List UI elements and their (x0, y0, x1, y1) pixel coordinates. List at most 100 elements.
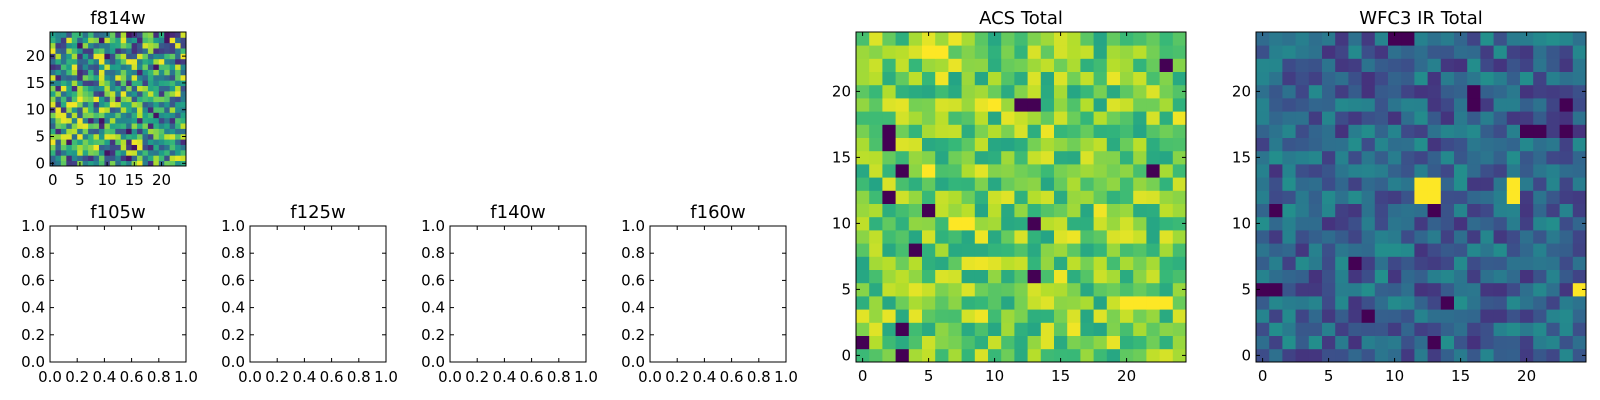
heatmap-cell (88, 101, 94, 108)
heatmap-cell (1520, 98, 1534, 112)
heatmap-cell (1067, 335, 1081, 350)
heatmap-cell (1401, 322, 1415, 336)
heatmap-cell (164, 90, 171, 97)
heatmap-cell (82, 32, 89, 38)
heatmap-cell (180, 64, 187, 70)
heatmap-cell (1520, 137, 1534, 152)
heatmap-cell (908, 322, 923, 336)
heatmap-cell (1480, 348, 1494, 363)
heatmap-cell (974, 296, 989, 310)
heatmap-cell (104, 123, 111, 129)
heatmap-cell (55, 90, 62, 97)
heatmap-cell (120, 32, 127, 38)
heatmap-cell (71, 128, 78, 135)
heatmap-cell (1322, 243, 1336, 257)
heatmap-cell (1093, 111, 1108, 125)
heatmap-cell (77, 69, 84, 76)
heatmap-cell (1133, 137, 1147, 152)
heatmap-cell (1146, 243, 1160, 257)
heatmap-cell (1120, 322, 1134, 336)
heatmap-cell (93, 42, 100, 49)
heatmap-cell (1106, 322, 1121, 336)
heatmap-cell (1256, 150, 1270, 165)
heatmap-cell (1067, 124, 1081, 138)
heatmap-cell (104, 48, 111, 54)
heatmap-cell (1414, 98, 1428, 112)
heatmap-cell (1001, 177, 1015, 191)
heatmap-cell (180, 139, 187, 145)
heatmap-cell (1282, 111, 1296, 125)
heatmap-cell (1388, 309, 1402, 323)
heatmap-cell (1414, 296, 1428, 310)
heatmap-cell (948, 84, 962, 99)
heatmap-cell (1172, 203, 1187, 218)
heatmap-cell (1054, 32, 1068, 46)
heatmap-cell (1335, 98, 1349, 112)
heatmap-cell (1093, 348, 1108, 363)
heatmap-cell (1335, 150, 1349, 165)
heatmap-cell (1133, 256, 1147, 270)
heatmap-cell (175, 139, 181, 145)
heatmap-cell (1572, 203, 1587, 218)
heatmap-cell (1322, 58, 1336, 72)
heatmap-cell (1308, 269, 1323, 284)
heatmap-cell (66, 128, 73, 135)
heatmap-cell (895, 58, 910, 72)
heatmap-cell (1520, 71, 1534, 86)
heatmap-cell (158, 58, 165, 65)
heatmap-cell (1027, 124, 1042, 138)
heatmap-cell (1480, 98, 1494, 112)
heatmap-cell (1520, 309, 1534, 323)
heatmap-cell (104, 85, 111, 92)
heatmap-cell (1282, 190, 1296, 204)
heatmap-cell (1040, 269, 1055, 284)
y-tick-label: 0.4 (21, 299, 45, 317)
heatmap-cell (1454, 58, 1468, 72)
heatmap-cell (1374, 309, 1389, 323)
y-tick-label: 0.6 (21, 271, 45, 289)
heatmap-cell (147, 117, 154, 124)
heatmap-cell (1256, 45, 1270, 59)
y-tick-label: 5 (35, 128, 45, 146)
heatmap-cell (153, 117, 160, 124)
heatmap-cell (1080, 137, 1094, 152)
heatmap-cell (98, 48, 105, 54)
heatmap-cell (1572, 164, 1587, 178)
heatmap-cell (1282, 322, 1296, 336)
heatmap-cell (1027, 84, 1042, 99)
heatmap-cell (1106, 203, 1121, 218)
heatmap-cell (1335, 203, 1349, 218)
heatmap-cell (1454, 216, 1468, 231)
heatmap-cell (974, 282, 989, 297)
heatmap-cell (1308, 216, 1323, 231)
heatmap-cell (1440, 45, 1455, 59)
heatmap-cell (1269, 348, 1283, 363)
heatmap-cell (131, 112, 138, 119)
heatmap-cell (1467, 111, 1481, 125)
heatmap-cell (1520, 45, 1534, 59)
heatmap-cell (1454, 348, 1468, 363)
heatmap-cell (1335, 84, 1349, 99)
heatmap-cell (1054, 124, 1068, 138)
heatmap-cell (153, 37, 160, 44)
heatmap-cell (922, 84, 936, 99)
heatmap-cell (1054, 203, 1068, 218)
heatmap-cell (60, 64, 67, 70)
y-tick-label: 15 (26, 74, 45, 92)
heatmap-cell (82, 69, 89, 76)
heatmap-cell (1506, 269, 1521, 284)
heatmap-cell (895, 124, 910, 138)
heatmap-cell (50, 155, 56, 162)
x-tick-label: 0.8 (347, 368, 371, 386)
heatmap-cell (974, 190, 989, 204)
heatmap-cell (1133, 32, 1147, 46)
heatmap-cell (88, 37, 94, 44)
x-tick-label: 15 (1051, 367, 1070, 385)
heatmap-cell (1414, 203, 1428, 218)
heatmap-cell (1388, 137, 1402, 152)
heatmap-cell (869, 177, 883, 191)
heatmap-cell (164, 101, 171, 108)
heatmap-cell (131, 117, 138, 124)
heatmap-cell (1335, 309, 1349, 323)
heatmap-cell (856, 309, 870, 323)
